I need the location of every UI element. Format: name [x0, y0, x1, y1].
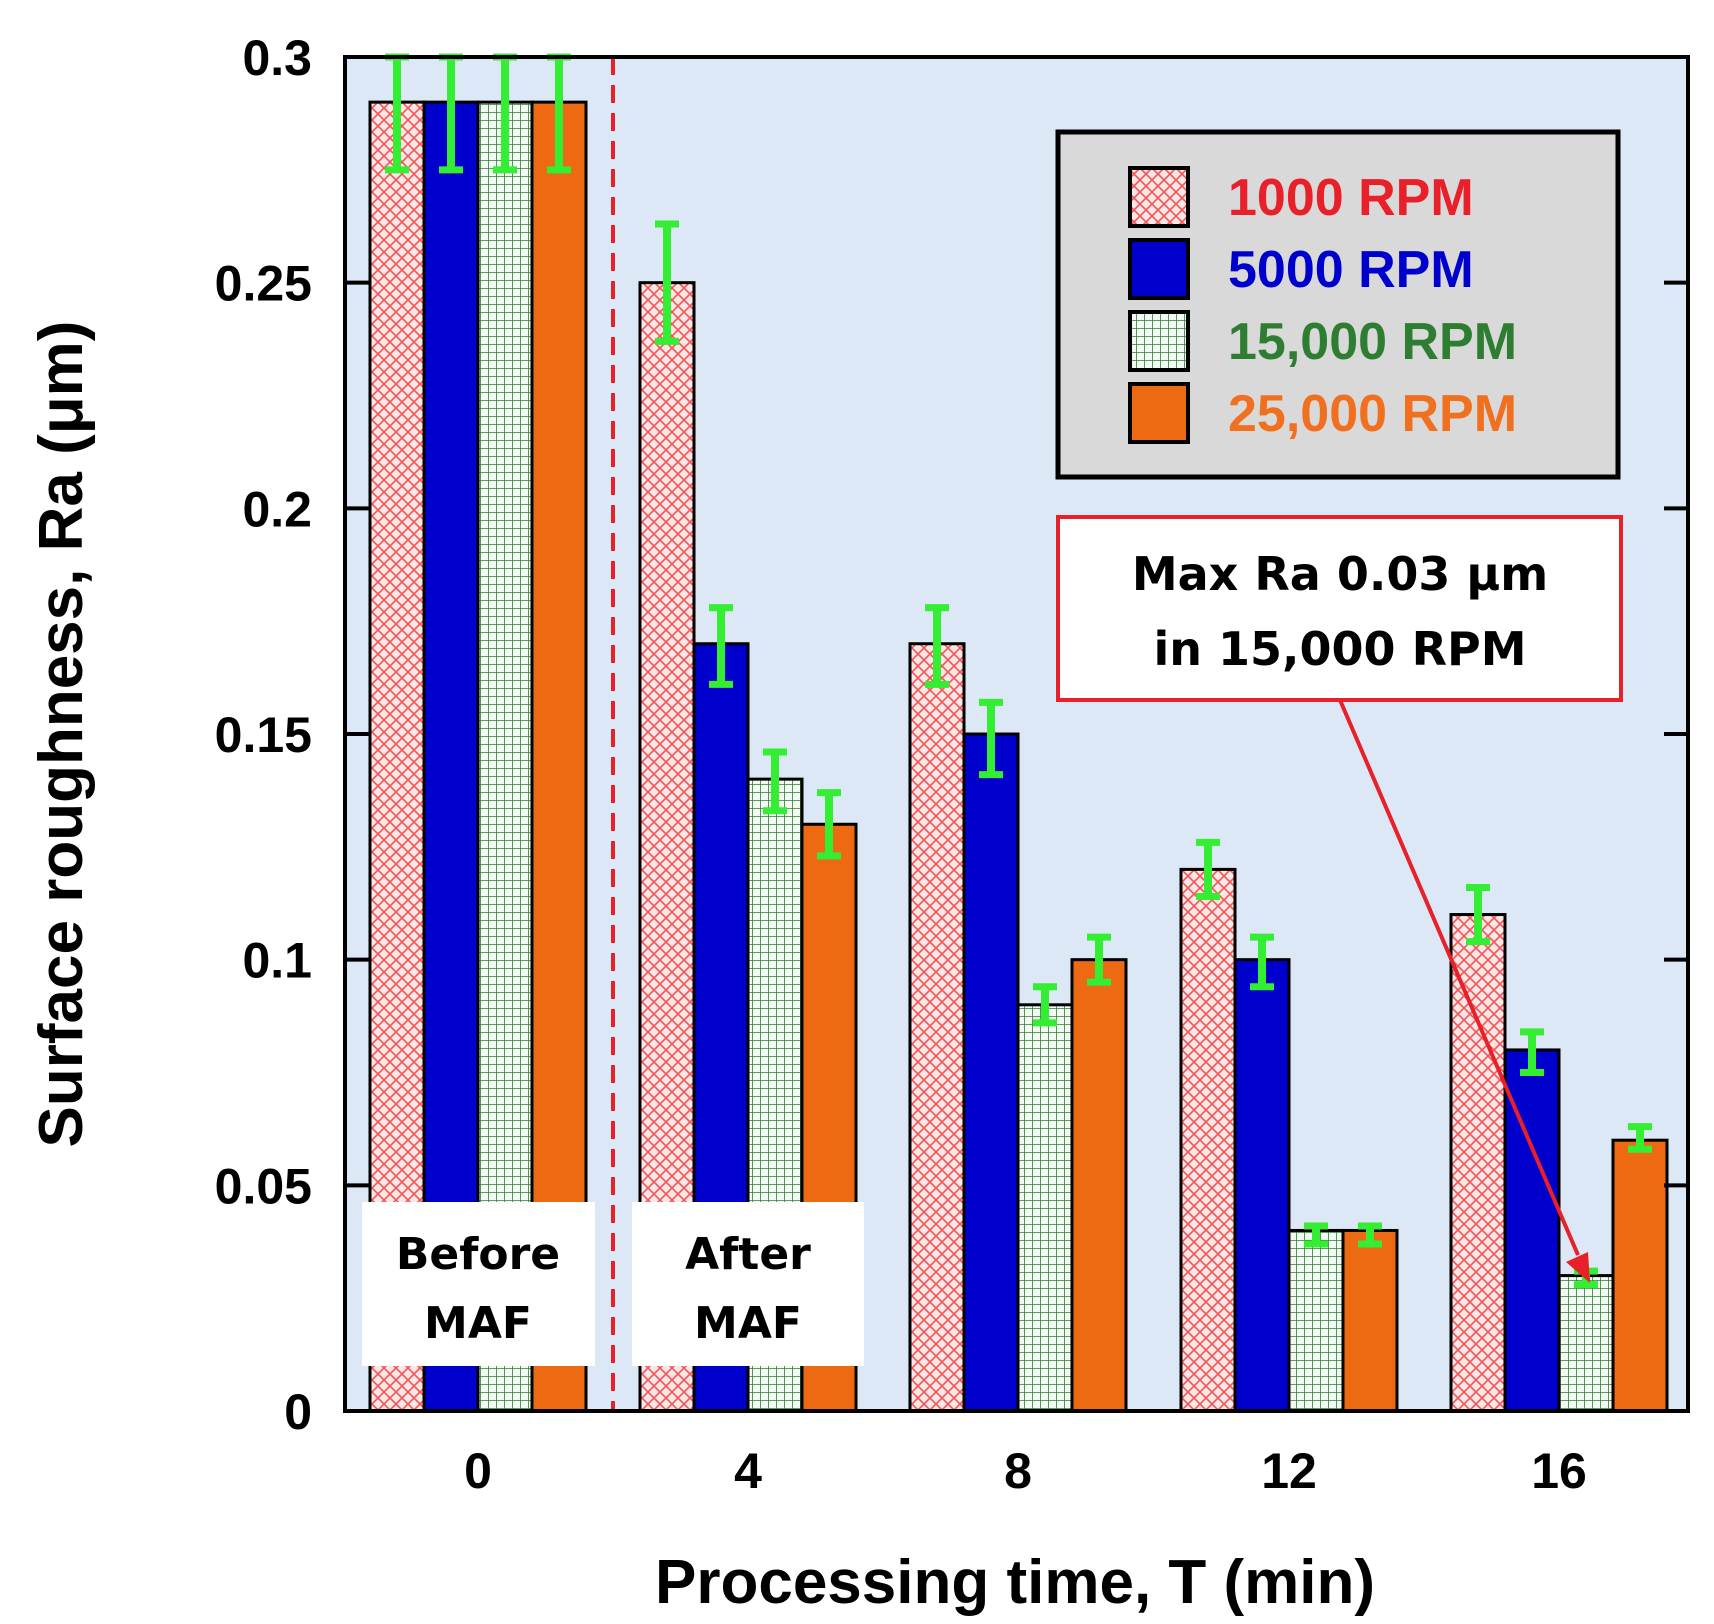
before-label-line2: MAF [424, 1298, 532, 1349]
errorbar-25000rpm-t16 [1628, 1123, 1652, 1153]
legend-swatch [1128, 382, 1190, 444]
y-tick-label-1: 0.05 [215, 1158, 312, 1214]
errorbar-15000rpm-t4 [763, 748, 787, 815]
errorbar-5000rpm-t16 [1520, 1028, 1544, 1076]
legend-item-5000rpm: 5000 RPM [1128, 238, 1474, 300]
legend-label: 15,000 RPM [1228, 313, 1517, 371]
bar-1000rpm-t8 [908, 642, 966, 1413]
errorbar-5000rpm-t4 [709, 604, 733, 688]
legend-label: 5000 RPM [1228, 241, 1474, 299]
legend-label: 1000 RPM [1228, 169, 1474, 227]
errorbar-5000rpm-t12 [1250, 933, 1274, 991]
note-arrowhead-icon [1566, 1252, 1590, 1283]
x-tick-label-16: 16 [1531, 1443, 1587, 1499]
y-tick-label-4: 0.2 [242, 481, 312, 537]
y-axis-title-suffix: (μm) [27, 321, 96, 473]
legend-swatch [1128, 238, 1190, 300]
bar-1000rpm-t0 [368, 100, 426, 1413]
errorbar-1000rpm-t12 [1196, 838, 1220, 900]
x-tick-label-8: 8 [1004, 1443, 1032, 1499]
y-axis-title-prefix: Surface roughness, Ra [27, 472, 96, 1148]
x-tick-label-0: 0 [464, 1443, 492, 1499]
after-label-line1: After [685, 1229, 811, 1280]
note-arrow-line [1338, 699, 1580, 1256]
y-tick-label-6: 0.3 [242, 30, 312, 86]
legend-item-1000rpm: 1000 RPM [1128, 166, 1474, 228]
x-axis-title: Processing time, T (min) [655, 1548, 1375, 1617]
y-tick-label-2: 0.1 [242, 933, 312, 989]
bar-1000rpm-t12 [1179, 867, 1237, 1413]
bar-25000rpm-t12 [1341, 1228, 1399, 1413]
legend-item-15000rpm: 15,000 RPM [1128, 310, 1517, 372]
after-maf-box: After MAF [632, 1202, 864, 1366]
before-label-line1: Before [396, 1229, 560, 1280]
bar-15000rpm-t16 [1557, 1274, 1615, 1413]
errorbar-1000rpm-t4 [655, 220, 679, 345]
errorbar-15000rpm-t8 [1033, 983, 1057, 1027]
legend-item-25000rpm: 25,000 RPM [1128, 382, 1517, 444]
before-maf-box: Before MAF [362, 1202, 595, 1366]
note-line2: in 15,000 RPM [1154, 622, 1527, 676]
bar-25000rpm-t8 [1070, 958, 1128, 1413]
errorbar-25000rpm-t12 [1358, 1222, 1382, 1248]
errorbar-15000rpm-t12 [1304, 1222, 1328, 1248]
legend-swatch [1128, 310, 1190, 372]
legend-items: 1000 RPM 5000 RPM 15,000 RPM 25,000 RPM [1128, 166, 1517, 444]
legend: 1000 RPM 5000 RPM 15,000 RPM 25,000 RPM [1055, 129, 1621, 480]
errorbar-25000rpm-t8 [1087, 933, 1111, 986]
after-label-line2: MAF [694, 1298, 802, 1349]
bar-5000rpm-t8 [962, 732, 1020, 1413]
y-tick-label-5: 0.25 [215, 256, 312, 312]
bar-15000rpm-t0 [476, 100, 534, 1413]
bar-15000rpm-t8 [1016, 1003, 1074, 1413]
note-box [1056, 515, 1623, 702]
y-tick-label-3: 0.15 [215, 707, 312, 763]
x-axis: 0 4 8 12 16 [464, 1443, 1587, 1499]
bars-layer [368, 100, 1669, 1413]
x-tick-label-12: 12 [1261, 1443, 1317, 1499]
bar-5000rpm-t12 [1233, 958, 1291, 1413]
legend-swatch [1128, 166, 1190, 228]
errorbar-5000rpm-t8 [979, 698, 1003, 779]
note-callout: Max Ra 0.03 μm in 15,000 RPM [1056, 515, 1623, 1283]
errorbar-25000rpm-t4 [817, 789, 841, 860]
bar-1000rpm-t16 [1449, 913, 1507, 1413]
y-axis: 0 0.05 0.1 0.15 0.2 0.25 0.3 [215, 30, 1688, 1440]
errorbar-1000rpm-t16 [1466, 883, 1490, 946]
y-tick-label-0: 0 [284, 1384, 312, 1440]
note-line1: Max Ra 0.03 μm [1132, 547, 1548, 601]
bar-25000rpm-t16 [1611, 1138, 1669, 1413]
legend-label: 25,000 RPM [1228, 385, 1517, 443]
x-tick-label-4: 4 [734, 1443, 762, 1499]
bar-15000rpm-t12 [1287, 1228, 1345, 1413]
errorbar-1000rpm-t8 [925, 604, 949, 688]
y-axis-title: Surface roughness, Ra (μm) [27, 321, 96, 1148]
